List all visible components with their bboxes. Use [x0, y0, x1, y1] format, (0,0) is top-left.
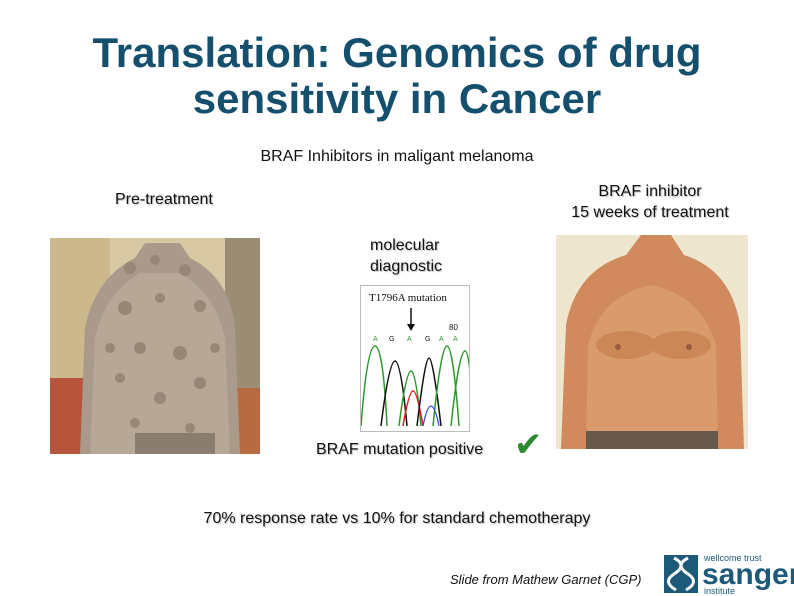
trace-green-2 [398, 370, 422, 427]
trace-green-1 [360, 345, 388, 427]
check-mark-icon: ✔ [514, 426, 543, 464]
sanger-logo: wellcome trust sanger institute [664, 553, 794, 596]
base-label-2: G [389, 336, 394, 343]
slide-title: Translation: Genomics of drug sensitivit… [0, 30, 794, 122]
base-label-4: G [425, 336, 430, 343]
diag-label-line-2: diagnostic [370, 258, 443, 275]
dna-helix-icon [664, 555, 698, 593]
chromatogram: T1796A mutation 80 A G A G A A [360, 292, 472, 427]
base-label-5: A [439, 336, 444, 343]
pre-treatment-illustration [50, 238, 260, 454]
logo-top-text: wellcome trust [704, 553, 762, 563]
trace-blue-1 [422, 405, 440, 427]
logo-main-text: sanger [702, 558, 794, 591]
chromatogram-panel: T1796A mutation 80 A G A G A A [360, 285, 472, 432]
response-rate-text: 70% response rate vs 10% for standard ch… [203, 510, 591, 527]
slide-credit: Slide from Mathew Garnet (CGP) [450, 572, 642, 587]
logo-bottom-text: institute [704, 586, 736, 596]
post-label-line-1: BRAF inhibitor [598, 183, 702, 200]
base-label-1: A [373, 336, 378, 343]
base-label-6: A [453, 336, 458, 343]
post-label-line-2: 15 weeks of treatment [571, 204, 729, 221]
chromatogram-header: T1796A mutation [369, 292, 447, 304]
pre-treatment-photo [50, 238, 260, 454]
base-label-3: A [407, 336, 412, 343]
title-line-2: sensitivity in Cancer [192, 75, 602, 122]
slide-subtitle: BRAF Inhibitors in maligant melanoma [260, 148, 534, 165]
post-treatment-photo [556, 235, 748, 449]
molecular-diagnostic-label: molecular diagnostic [370, 235, 442, 277]
trace-green-3 [432, 345, 460, 427]
trace-green-4 [450, 350, 472, 427]
mutation-arrow-head [407, 324, 415, 331]
diag-label-line-1: molecular [370, 237, 440, 254]
chromatogram-position: 80 [449, 323, 458, 332]
post-treatment-label: BRAF inhibitor 15 weeks of treatment [555, 181, 745, 223]
title-line-1: Translation: Genomics of drug [92, 29, 702, 76]
post-treatment-illustration [556, 235, 748, 449]
mutation-positive-label: BRAF mutation positive [316, 441, 484, 458]
pre-treatment-label: Pre-treatment [115, 191, 213, 208]
